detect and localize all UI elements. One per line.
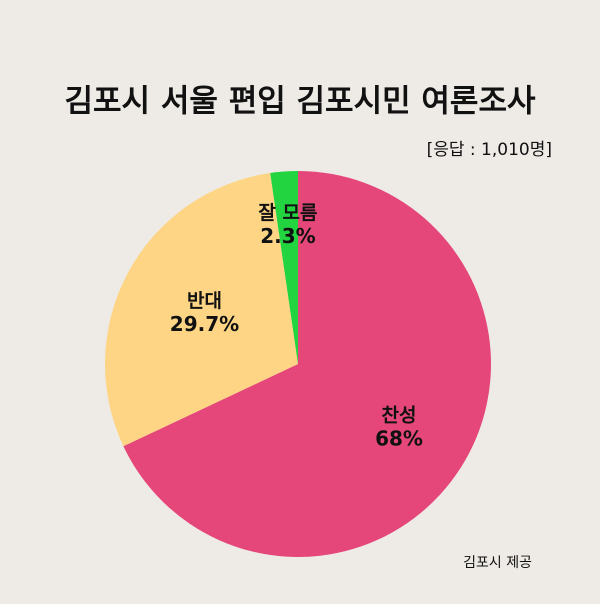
pie-slice (104, 173, 298, 447)
slice-value-label: 68% (375, 427, 423, 451)
slice-value-label: 29.7% (170, 312, 239, 336)
source-note: 김포시 제공 (463, 555, 532, 571)
slice-label: 찬성 (382, 405, 417, 427)
pie-slice (270, 171, 298, 364)
chart-subtitle: [응답 : 1,010명] (427, 140, 552, 160)
slice-label: 잘 모름 (258, 202, 317, 224)
chart-title: 김포시 서울 편입 김포시민 여론조사 (65, 84, 536, 120)
slice-value-label: 2.3% (260, 224, 315, 248)
slice-label: 반대 (187, 290, 222, 312)
pie-slice (123, 171, 491, 558)
